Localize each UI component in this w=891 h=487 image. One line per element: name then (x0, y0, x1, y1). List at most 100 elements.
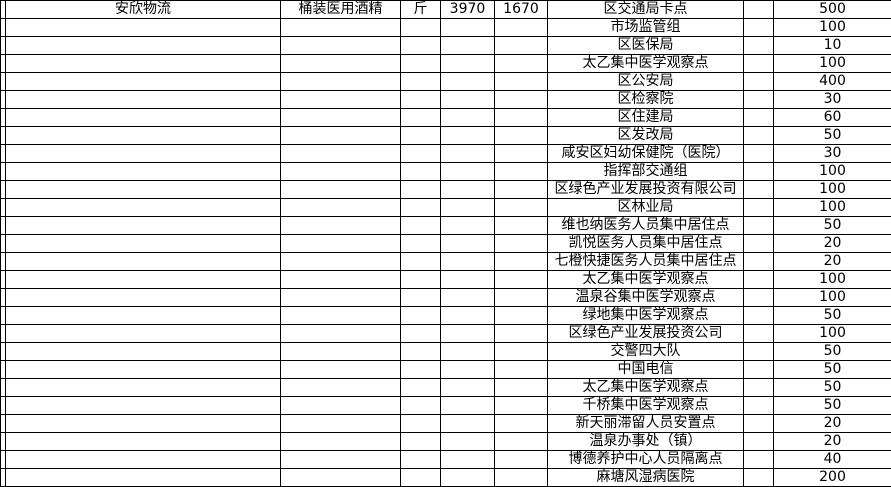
cell-qty-b[interactable] (494, 414, 548, 433)
cell-amount[interactable]: 50 (773, 378, 891, 397)
cell-carrier[interactable] (5, 18, 281, 37)
cell-unit[interactable] (400, 342, 441, 361)
cell-unit[interactable] (400, 306, 441, 325)
cell-unit[interactable] (400, 72, 441, 91)
cell-destination[interactable]: 温泉谷集中医学观察点 (547, 288, 744, 307)
cell-qty-a[interactable] (440, 252, 495, 271)
cell-carrier[interactable] (5, 378, 281, 397)
cell-spacer[interactable] (743, 252, 774, 271)
cell-qty-b[interactable] (494, 270, 548, 289)
cell-item[interactable] (280, 396, 401, 415)
cell-qty-b[interactable] (494, 216, 548, 235)
cell-spacer[interactable] (743, 270, 774, 289)
cell-qty-b[interactable] (494, 324, 548, 343)
cell-amount[interactable]: 100 (773, 180, 891, 199)
cell-item[interactable] (280, 432, 401, 451)
cell-qty-a[interactable] (440, 234, 495, 253)
cell-unit[interactable] (400, 90, 441, 109)
cell-amount[interactable]: 20 (773, 414, 891, 433)
cell-qty-a[interactable] (440, 270, 495, 289)
cell-qty-b[interactable] (494, 198, 548, 217)
cell-qty-b[interactable] (494, 432, 548, 451)
cell-spacer[interactable] (743, 162, 774, 181)
cell-spacer[interactable] (743, 324, 774, 343)
cell-qty-b[interactable] (494, 306, 548, 325)
cell-qty-b[interactable] (494, 72, 548, 91)
cell-spacer[interactable] (743, 198, 774, 217)
cell-unit[interactable] (400, 378, 441, 397)
cell-qty-a[interactable] (440, 414, 495, 433)
cell-destination[interactable]: 中国电信 (547, 360, 744, 379)
cell-item[interactable] (280, 162, 401, 181)
cell-item[interactable] (280, 414, 401, 433)
cell-carrier[interactable] (5, 72, 281, 91)
cell-destination[interactable]: 区检察院 (547, 90, 744, 109)
cell-carrier[interactable] (5, 270, 281, 289)
cell-amount[interactable]: 100 (773, 270, 891, 289)
cell-carrier[interactable] (5, 396, 281, 415)
cell-spacer[interactable] (743, 72, 774, 91)
cell-amount[interactable]: 400 (773, 72, 891, 91)
cell-spacer[interactable] (743, 306, 774, 325)
cell-qty-a[interactable] (440, 162, 495, 181)
cell-amount[interactable]: 50 (773, 360, 891, 379)
cell-carrier[interactable] (5, 162, 281, 181)
cell-unit[interactable] (400, 162, 441, 181)
cell-unit[interactable] (400, 324, 441, 343)
cell-destination[interactable]: 区住建局 (547, 108, 744, 127)
cell-destination[interactable]: 太乙集中医学观察点 (547, 378, 744, 397)
cell-spacer[interactable] (743, 108, 774, 127)
cell-spacer[interactable] (743, 216, 774, 235)
cell-item[interactable] (280, 144, 401, 163)
cell-destination[interactable]: 维也纳医务人员集中居住点 (547, 216, 744, 235)
cell-amount[interactable]: 60 (773, 108, 891, 127)
cell-item[interactable] (280, 54, 401, 73)
cell-destination[interactable]: 太乙集中医学观察点 (547, 54, 744, 73)
cell-spacer[interactable] (743, 18, 774, 37)
cell-qty-b[interactable] (494, 162, 548, 181)
cell-spacer[interactable] (743, 342, 774, 361)
cell-amount[interactable]: 20 (773, 252, 891, 271)
cell-unit[interactable] (400, 36, 441, 55)
cell-destination[interactable]: 区发改局 (547, 126, 744, 145)
cell-qty-a[interactable]: 3970 (440, 0, 495, 19)
cell-qty-a[interactable] (440, 216, 495, 235)
cell-qty-a[interactable] (440, 324, 495, 343)
cell-spacer[interactable] (743, 414, 774, 433)
cell-item[interactable] (280, 36, 401, 55)
cell-item[interactable] (280, 288, 401, 307)
cell-destination[interactable]: 博德养护中心人员隔离点 (547, 450, 744, 469)
cell-qty-a[interactable] (440, 342, 495, 361)
cell-destination[interactable]: 七橙快捷医务人员集中居住点 (547, 252, 744, 271)
cell-amount[interactable]: 30 (773, 90, 891, 109)
cell-unit[interactable] (400, 450, 441, 469)
cell-destination[interactable]: 千桥集中医学观察点 (547, 396, 744, 415)
cell-item[interactable] (280, 126, 401, 145)
cell-spacer[interactable] (743, 468, 774, 487)
cell-amount[interactable]: 50 (773, 396, 891, 415)
cell-qty-b[interactable] (494, 360, 548, 379)
cell-spacer[interactable] (743, 360, 774, 379)
cell-unit[interactable] (400, 198, 441, 217)
cell-carrier[interactable] (5, 144, 281, 163)
cell-amount[interactable]: 50 (773, 342, 891, 361)
cell-destination[interactable]: 区林业局 (547, 198, 744, 217)
cell-unit[interactable] (400, 252, 441, 271)
cell-destination[interactable]: 凯悦医务人员集中居住点 (547, 234, 744, 253)
cell-qty-a[interactable] (440, 378, 495, 397)
cell-unit[interactable] (400, 18, 441, 37)
cell-carrier[interactable] (5, 324, 281, 343)
cell-destination[interactable]: 指挥部交通组 (547, 162, 744, 181)
cell-qty-a[interactable] (440, 396, 495, 415)
cell-unit[interactable] (400, 396, 441, 415)
cell-qty-b[interactable] (494, 252, 548, 271)
cell-amount[interactable]: 10 (773, 36, 891, 55)
cell-unit[interactable] (400, 270, 441, 289)
cell-amount[interactable]: 100 (773, 324, 891, 343)
cell-item[interactable] (280, 360, 401, 379)
cell-destination[interactable]: 绿地集中医学观察点 (547, 306, 744, 325)
cell-amount[interactable]: 30 (773, 144, 891, 163)
cell-destination[interactable]: 区公安局 (547, 72, 744, 91)
cell-qty-a[interactable] (440, 468, 495, 487)
cell-unit[interactable] (400, 108, 441, 127)
